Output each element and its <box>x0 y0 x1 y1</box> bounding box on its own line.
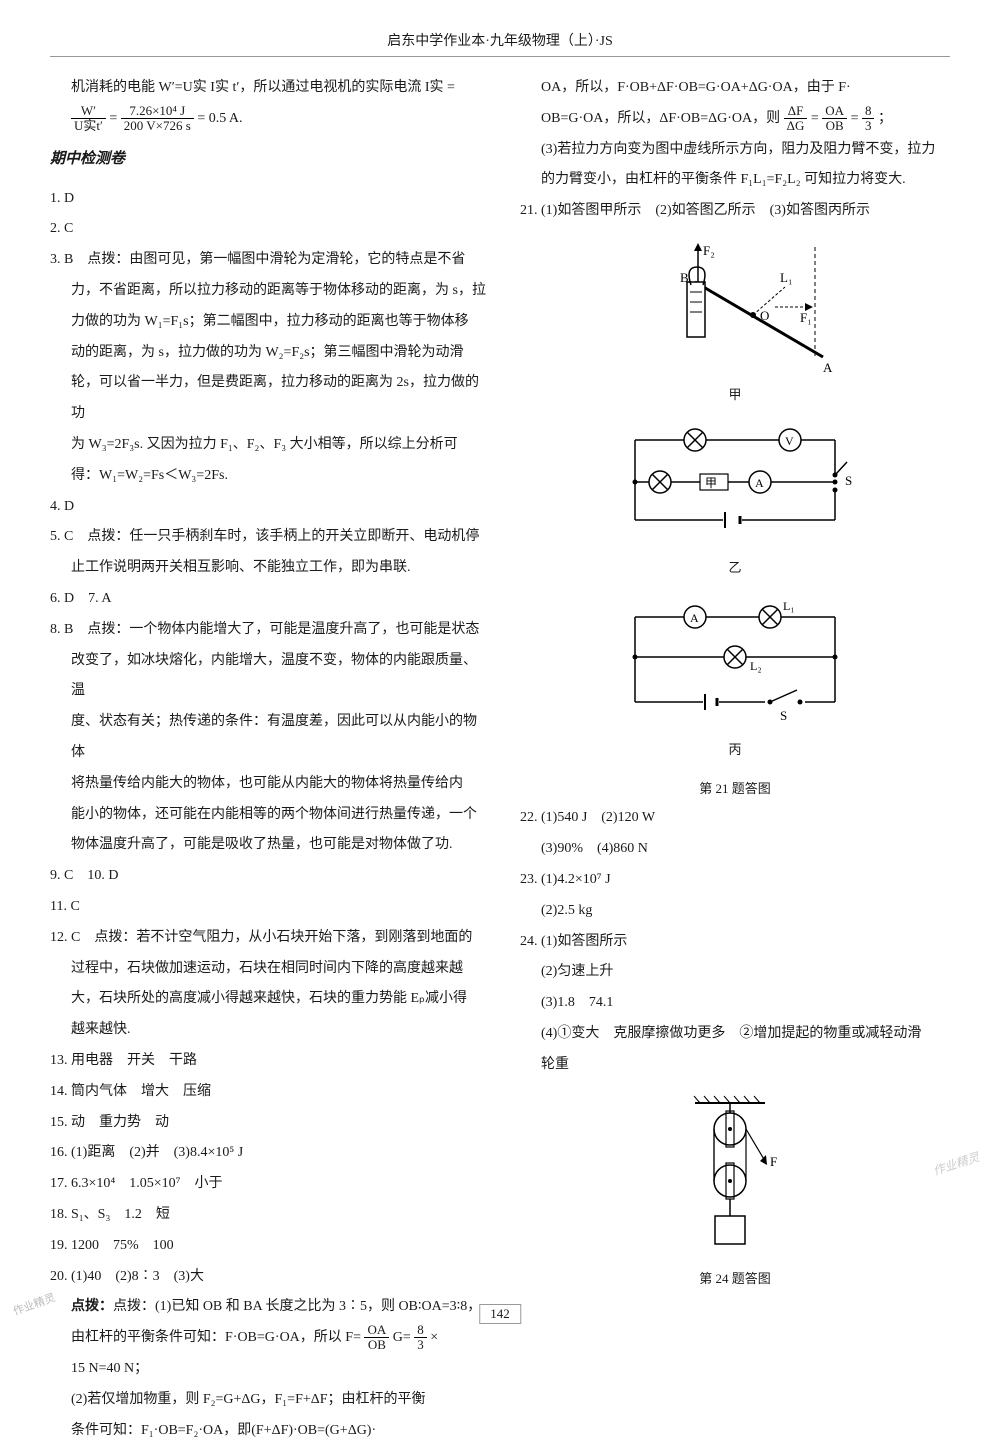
q13: 13. 用电器 开关 干路 <box>50 1046 490 1077</box>
figure-bing: S A L₁ L₂ 丙 <box>520 592 950 765</box>
q3a: 3. B 点拨：由图可见，第一幅图中滑轮为定滑轮，它的特点是不省 <box>50 245 490 276</box>
q20f: 条件可知：F₁·OB=F₂·OA，即(F+ΔF)·OB=(G+ΔG)· <box>50 1416 490 1446</box>
q5b: 止工作说明两开关相互影响、不能独立工作，即为串联. <box>50 553 490 584</box>
svg-text:A: A <box>690 611 699 625</box>
q2: 2. C <box>50 214 490 245</box>
q8d: 将热量传给内能大的物体，也可能从内能大的物体将热量传给内 <box>50 769 490 800</box>
svg-text:F: F <box>770 1154 777 1169</box>
r-top2: OB=G·OA，所以，ΔF·OB=ΔG·OA，则 ΔFΔG = OAOB = 8… <box>520 104 950 135</box>
svg-text:A: A <box>823 360 833 375</box>
q24b: (2)匀速上升 <box>520 957 950 988</box>
q20b: 点拨：点拨：(1)已知 OB 和 BA 长度之比为 3∶5，则 OB∶OA=3∶… <box>50 1292 490 1323</box>
q24a: 24. (1)如答图所示 <box>520 927 950 958</box>
q8c: 度、状态有关；热传递的条件：有温度差，因此可以从内能小的物体 <box>50 707 490 769</box>
q8f: 物体温度升高了，可能是吸收了热量，也可能是对物体做了功. <box>50 830 490 861</box>
q3g: 得：W₁=W₂=Fs＜W₃=2Fs. <box>50 461 490 492</box>
q6: 6. D 7. A <box>50 584 490 615</box>
q9: 9. C 10. D <box>50 861 490 892</box>
eq-result: = 0.5 A. <box>197 111 242 126</box>
r-top3a: (3)若拉力方向变为图中虚线所示方向，阻力及阻力臂不变，拉力 <box>520 135 950 166</box>
q14: 14. 筒内气体 增大 压缩 <box>50 1077 490 1108</box>
fig-label-yi: 乙 <box>728 554 741 583</box>
q20a: 20. (1)40 (2)8∶3 (3)大 <box>50 1262 490 1293</box>
q17: 17. 6.3×10⁴ 1.05×10⁷ 小于 <box>50 1169 490 1200</box>
frac-2: 7.26×10⁴ J 200 V×726 s <box>121 104 194 134</box>
q21: 21. (1)如答图甲所示 (2)如答图乙所示 (3)如答图丙所示 <box>520 196 950 227</box>
page-number: 142 <box>479 1304 521 1324</box>
page-header: 启东中学作业本·九年级物理（上）·JS <box>50 30 950 57</box>
svg-text:L₁: L₁ <box>783 599 795 613</box>
svg-text:L₁: L₁ <box>780 270 792 285</box>
q23b: (2)2.5 kg <box>520 896 950 927</box>
q12c: 大，石块所处的高度减小得越来越快，石块的重力势能 Eₚ减小得 <box>50 984 490 1015</box>
r-top1: OA，所以，F·OB+ΔF·OB=G·OA+ΔG·OA，由于 F· <box>520 73 950 104</box>
q12d: 越来越快. <box>50 1015 490 1046</box>
svg-text:O: O <box>760 308 769 323</box>
svg-text:甲: 甲 <box>705 476 717 490</box>
svg-text:V: V <box>785 434 794 448</box>
section-title: 期中检测卷 <box>50 143 490 176</box>
q3e: 轮，可以省一半力，但是费距离，拉力移动的距离为 2s，拉力做的功 <box>50 368 490 430</box>
pulley-icon: F <box>670 1091 800 1261</box>
left-intro-2: W′ U实t′ = 7.26×10⁴ J 200 V×726 s = 0.5 A… <box>50 104 490 135</box>
circuit-yi-icon: S V 甲 A <box>605 420 865 550</box>
q16: 16. (1)距离 (2)并 (3)8.4×10⁵ J <box>50 1138 490 1169</box>
content-columns: 机消耗的电能 W′=U实 I实 t′，所以通过电视机的实际电流 I实 = W′ … <box>50 73 950 1446</box>
figure-yi: S V 甲 A <box>520 420 950 583</box>
q3b: 力，不省距离，所以拉力移动的距离等于物体移动的距离，为 s，拉 <box>50 276 490 307</box>
left-intro-1: 机消耗的电能 W′=U实 I实 t′，所以通过电视机的实际电流 I实 = <box>50 73 490 104</box>
q24e: 轮重 <box>520 1050 950 1081</box>
fig24-caption: 第 24 题答图 <box>699 1265 771 1294</box>
fig21-caption: 第 21 题答图 <box>520 775 950 804</box>
fig-label-jia: 甲 <box>728 381 741 410</box>
fig-label-bing: 丙 <box>728 736 741 765</box>
svg-text:L₂: L₂ <box>750 659 762 673</box>
q12b: 过程中，石块做加速运动，石块在相同时间内下降的高度越来越 <box>50 954 490 985</box>
q20c: 由杠杆的平衡条件可知：F·OB=G·OA，所以 F= OAOB G= 83 × <box>50 1323 490 1354</box>
q22b: (3)90% (4)860 N <box>520 834 950 865</box>
q23a: 23. (1)4.2×10⁷ J <box>520 865 950 896</box>
svg-text:S: S <box>845 473 852 488</box>
right-column: OA，所以，F·OB+ΔF·OB=G·OA+ΔG·OA，由于 F· OB=G·O… <box>520 73 950 1446</box>
q20d: 15 N=40 N； <box>50 1354 490 1385</box>
q8a: 8. B 点拨：一个物体内能增大了，可能是温度升高了，也可能是状态 <box>50 615 490 646</box>
left-column: 机消耗的电能 W′=U实 I实 t′，所以通过电视机的实际电流 I实 = W′ … <box>50 73 490 1446</box>
q8b: 改变了，如冰块熔化，内能增大，温度不变，物体的内能跟质量、温 <box>50 646 490 708</box>
figure-24: F 第 24 题答图 <box>520 1091 950 1294</box>
q22a: 22. (1)540 J (2)120 W <box>520 803 950 834</box>
q3d: 动的距离，为 s，拉力做的功为 W₂=F₂s；第三幅图中滑轮为动滑 <box>50 338 490 369</box>
q3f: 为 W₃=2F₃s. 又因为拉力 F₁、F₂、F₃ 大小相等，所以综上分析可 <box>50 430 490 461</box>
q19: 19. 1200 75% 100 <box>50 1231 490 1262</box>
q4: 4. D <box>50 492 490 523</box>
q12a: 12. C 点拨：若不计空气阻力，从小石块开始下落，到刚落到地面的 <box>50 923 490 954</box>
svg-text:S: S <box>780 708 787 723</box>
q24d: (4)①变大 克服摩擦做功更多 ②增加提起的物重或减轻动滑 <box>520 1019 950 1050</box>
q15: 15. 动 重力势 动 <box>50 1108 490 1139</box>
q5a: 5. C 点拨：任一只手柄刹车时，该手柄上的开关立即断开、电动机停 <box>50 522 490 553</box>
q11: 11. C <box>50 892 490 923</box>
frac-1: W′ U实t′ <box>71 104 106 134</box>
svg-text:F₁: F₁ <box>800 310 812 325</box>
q1: 1. D <box>50 184 490 215</box>
r-top3b: 的力臂变小，由杠杆的平衡条件 F₁L₁=F₂L₂ 可知拉力将变大. <box>520 165 950 196</box>
circuit-bing-icon: S A L₁ L₂ <box>605 592 865 732</box>
q20e: (2)若仅增加物重，则 F₂=G+ΔG，F₁=F+ΔF；由杠杆的平衡 <box>50 1385 490 1416</box>
q18: 18. S₁、S₃ 1.2 短 <box>50 1200 490 1231</box>
diagram-lever-icon: O B A F₂ L₁ F₁ <box>625 237 845 377</box>
q3c: 力做的功为 W₁=F₁s；第二幅图中，拉力移动的距离也等于物体移 <box>50 307 490 338</box>
q8e: 能小的物体，还可能在内能相等的两个物体间进行热量传递，一个 <box>50 800 490 831</box>
svg-text:A: A <box>755 476 764 490</box>
figure-jia: O B A F₂ L₁ F₁ <box>520 237 950 410</box>
q24c: (3)1.8 74.1 <box>520 988 950 1019</box>
svg-text:F₂: F₂ <box>703 243 715 258</box>
